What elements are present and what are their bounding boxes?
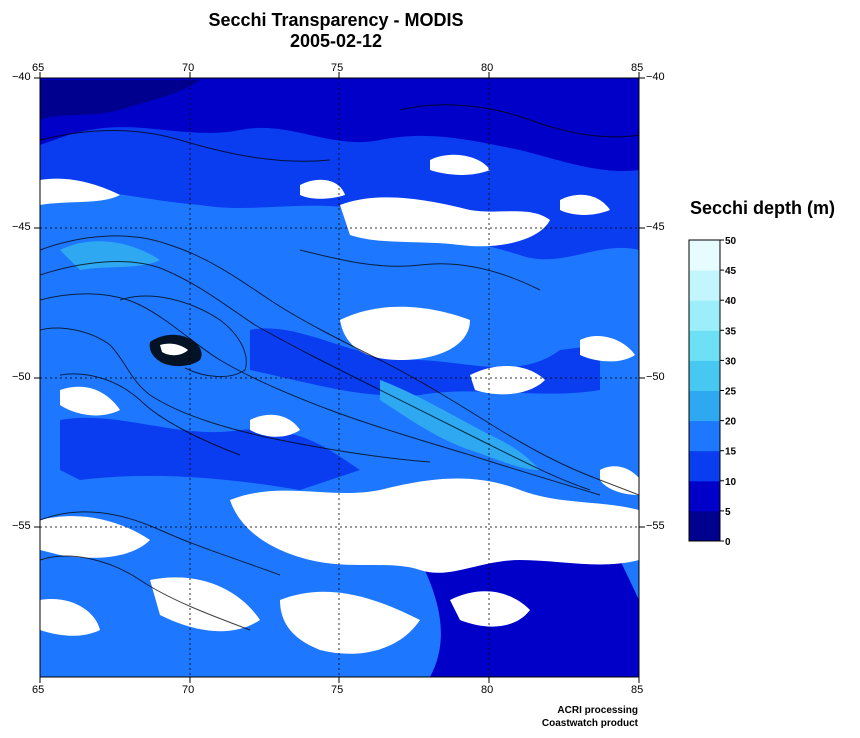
lat-tick-label: −55	[12, 520, 31, 532]
lat-tick-label: −50	[646, 371, 665, 383]
credit-product: Coastwatch product	[541, 718, 638, 729]
lon-tick-label: 80	[481, 684, 494, 696]
lat-tick-label: −40	[12, 71, 31, 83]
lon-tick-label: 75	[331, 684, 344, 696]
cloud-mask	[40, 154, 639, 654]
lat-tick-label: −45	[12, 221, 31, 233]
very-low-transparency-region	[40, 80, 200, 120]
lon-tick-label: 85	[631, 684, 644, 696]
low-transparency-region	[420, 541, 639, 677]
high-transparency-region	[380, 380, 540, 470]
lat-tick-label: −50	[12, 371, 31, 383]
lat-tick-label: −40	[646, 71, 665, 83]
lon-tick-label: 75	[331, 62, 344, 74]
lon-tick-label: 70	[182, 62, 195, 74]
map-title: Secchi Transparency - MODIS	[208, 10, 464, 30]
lon-tick-label: 80	[481, 62, 494, 74]
colorbar-title: Secchi depth (m)	[690, 198, 836, 218]
kerguelen-island	[149, 334, 202, 367]
map-field	[40, 78, 639, 677]
tick-marks	[34, 72, 645, 683]
lat-tick-label: −55	[646, 520, 665, 532]
lon-tick-label: 65	[32, 62, 45, 74]
lon-tick-label: 85	[631, 62, 644, 74]
map-date: 2005-02-12	[289, 31, 383, 51]
credit-processing: ACRI processing	[557, 705, 638, 716]
lat-tick-label: −45	[646, 221, 665, 233]
lon-tick-label: 65	[32, 684, 45, 696]
lon-tick-label: 70	[182, 684, 195, 696]
bathymetry-contours	[40, 104, 639, 631]
